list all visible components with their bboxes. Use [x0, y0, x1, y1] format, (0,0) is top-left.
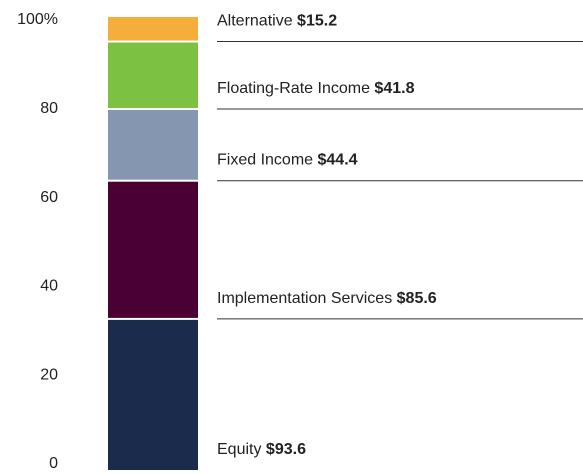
series-name: Equity [217, 441, 261, 458]
y-tick-label: 40 [40, 278, 58, 295]
segment-label: Floating-Rate Income $41.8 [217, 80, 415, 97]
series-name: Fixed Income [217, 152, 313, 169]
y-tick-label: 100% [17, 11, 58, 28]
bar-segment [108, 181, 198, 318]
segment-label: Equity $93.6 [217, 441, 306, 458]
value-label: $41.8 [374, 80, 414, 97]
segment-label: Fixed Income $44.4 [217, 152, 358, 169]
y-tick-label: 20 [40, 366, 58, 383]
series-name: Alternative [217, 13, 293, 30]
bar-segment [108, 319, 198, 470]
bar-segment [108, 42, 198, 109]
series-name: Floating-Rate Income [217, 80, 370, 97]
segment-label: Implementation Services $85.6 [217, 290, 437, 307]
bar-segment [108, 110, 198, 180]
value-label: $15.2 [297, 13, 337, 30]
series-name: Implementation Services [217, 290, 392, 307]
value-label: $85.6 [397, 290, 437, 307]
bar-segment [108, 17, 198, 41]
y-tick-label: 0 [49, 455, 58, 472]
y-tick-label: 80 [40, 100, 58, 117]
value-label: $93.6 [266, 441, 306, 458]
value-label: $44.4 [318, 152, 358, 169]
y-tick-label: 60 [40, 189, 58, 206]
segment-label: Alternative $15.2 [217, 13, 337, 30]
